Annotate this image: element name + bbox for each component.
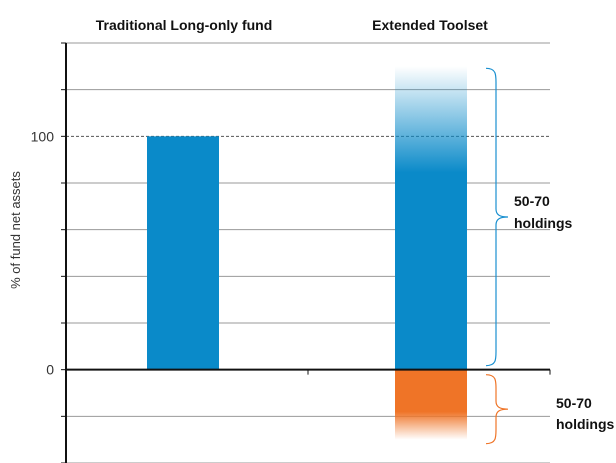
y-tick-labels: 0 100 bbox=[31, 128, 55, 377]
brace-long-holdings bbox=[485, 67, 509, 367]
annotation-long-line2: holdings bbox=[514, 215, 573, 231]
bars bbox=[147, 66, 467, 440]
x-ticks bbox=[307, 369, 551, 375]
category-label-traditional: Traditional Long-only fund bbox=[96, 17, 273, 33]
y-axis-label: % of fund net assets bbox=[8, 171, 23, 289]
brace-short-holdings bbox=[485, 374, 509, 445]
y-tick-label: 100 bbox=[31, 128, 55, 144]
annotation-long-line1: 50-70 bbox=[514, 193, 550, 209]
bar-long-extended bbox=[395, 66, 467, 370]
category-label-extended: Extended Toolset bbox=[372, 17, 488, 33]
y-tick-label: 0 bbox=[46, 362, 54, 378]
annotation-short-line2: holdings bbox=[556, 416, 615, 432]
braces bbox=[485, 67, 509, 445]
gridlines bbox=[66, 42, 550, 463]
annotation-short-line1: 50-70 bbox=[556, 395, 592, 411]
bar-long-traditional bbox=[147, 136, 219, 370]
y-ticks bbox=[61, 42, 66, 463]
bar-short-extended bbox=[395, 369, 467, 440]
